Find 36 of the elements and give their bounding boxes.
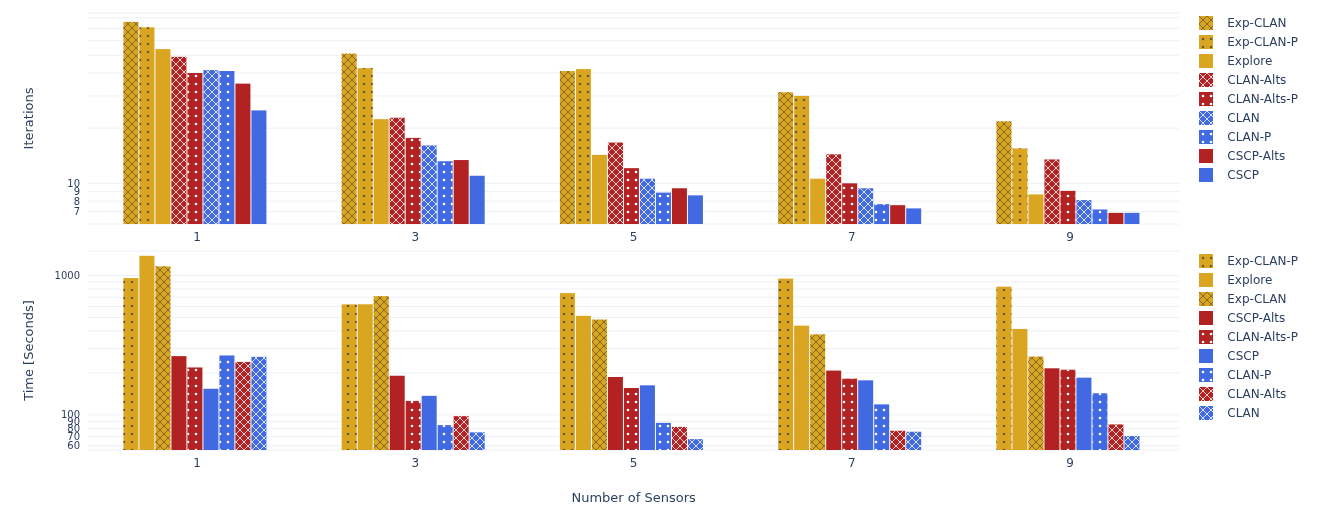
- y-tick-label: 70: [67, 431, 80, 443]
- legend-label: CSCP-Alts: [1227, 310, 1286, 325]
- x-tick-label: 5: [629, 455, 638, 470]
- y-axis-title: Time [Seconds]: [20, 300, 36, 402]
- y-tick-label: 7: [73, 206, 80, 218]
- legend-label: Explore: [1227, 272, 1273, 287]
- legend-label: CSCP: [1227, 348, 1259, 363]
- legend-label: CSCP-Alts: [1227, 148, 1286, 163]
- x-tick-label: 9: [1066, 455, 1074, 470]
- legend-label: CLAN-Alts-P: [1227, 329, 1298, 344]
- x-tick-label: 7: [848, 455, 856, 470]
- x-tick-label: 9: [1066, 229, 1074, 244]
- y-tick-label: 60: [67, 440, 80, 452]
- legend-label: CLAN: [1227, 405, 1260, 420]
- legend-label: CLAN-Alts: [1227, 72, 1287, 87]
- legend-label: CLAN-Alts: [1227, 386, 1287, 401]
- legend-label: CLAN: [1227, 110, 1260, 125]
- legend-label: Exp-CLAN: [1227, 291, 1287, 306]
- x-tick-label: 7: [848, 229, 856, 244]
- legend-label: Explore: [1227, 53, 1273, 68]
- y-tick-label: 1000: [54, 270, 80, 282]
- legend-label: CLAN-P: [1227, 129, 1272, 144]
- legend-label: CLAN-Alts-P: [1227, 91, 1298, 106]
- legend-label: CLAN-P: [1227, 367, 1272, 382]
- legend-label: CSCP: [1227, 167, 1259, 182]
- x-tick-label: 3: [411, 229, 420, 244]
- x-tick-label: 1: [193, 455, 201, 470]
- legend-label: Exp-CLAN-P: [1227, 253, 1298, 268]
- x-tick-label: 3: [411, 455, 420, 470]
- x-tick-label: 5: [629, 229, 638, 244]
- legend-label: Exp-CLAN-P: [1227, 34, 1298, 49]
- legend-label: Exp-CLAN: [1227, 15, 1287, 30]
- x-tick-label: 1: [193, 229, 201, 244]
- x-axis-title: Number of Sensors: [571, 490, 697, 505]
- y-axis-title: Iterations: [20, 87, 36, 150]
- y-tick-label: 8: [73, 195, 80, 207]
